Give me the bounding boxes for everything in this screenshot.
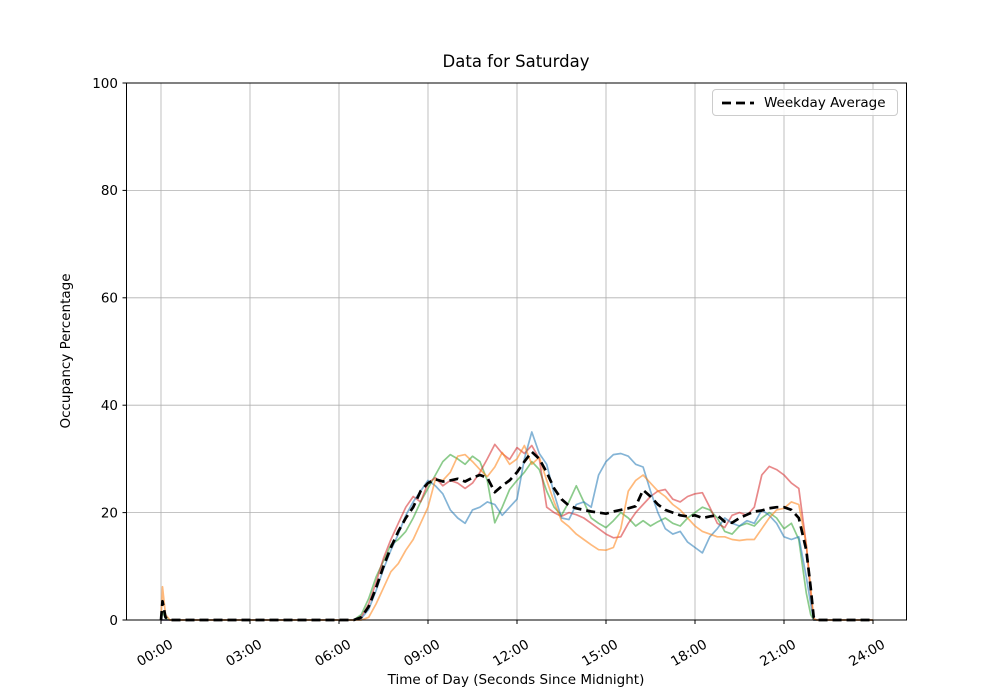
series-line-weekday-average bbox=[159, 450, 873, 622]
y-tick-label: 0 bbox=[109, 613, 118, 629]
x-tick-label: 18:00 bbox=[668, 637, 710, 670]
legend-entry-label: Weekday Average bbox=[764, 94, 886, 111]
series-line-saturday-sample-orange bbox=[160, 444, 873, 621]
x-tick-label: 00:00 bbox=[134, 637, 176, 670]
y-tick-label: 40 bbox=[101, 398, 118, 414]
y-tick-label: 60 bbox=[101, 291, 118, 307]
x-axis-label: Time of Day (Seconds Since Midnight) bbox=[387, 672, 645, 688]
y-tick-label: 20 bbox=[101, 505, 118, 521]
x-tick-label: 12:00 bbox=[490, 637, 532, 670]
y-axis-label: Occupancy Percentage bbox=[58, 273, 74, 429]
x-tick-label: 06:00 bbox=[312, 637, 354, 670]
y-tick-label: 80 bbox=[101, 183, 118, 199]
chart-title: Data for Saturday bbox=[442, 52, 590, 71]
plot-border bbox=[126, 82, 907, 621]
x-tick-label: 09:00 bbox=[401, 637, 443, 670]
series-line-saturday-sample-red bbox=[161, 443, 873, 621]
legend: Weekday Average bbox=[712, 89, 898, 116]
x-tick-label: 21:00 bbox=[757, 637, 799, 670]
x-tick-label: 03:00 bbox=[223, 637, 265, 670]
series-line-saturday-sample-green bbox=[160, 453, 873, 621]
x-tick-label: 15:00 bbox=[579, 637, 621, 670]
y-tick-label: 100 bbox=[92, 76, 118, 92]
x-tick-label: 24:00 bbox=[846, 637, 888, 670]
legend-dashed-line-sample bbox=[722, 101, 754, 104]
